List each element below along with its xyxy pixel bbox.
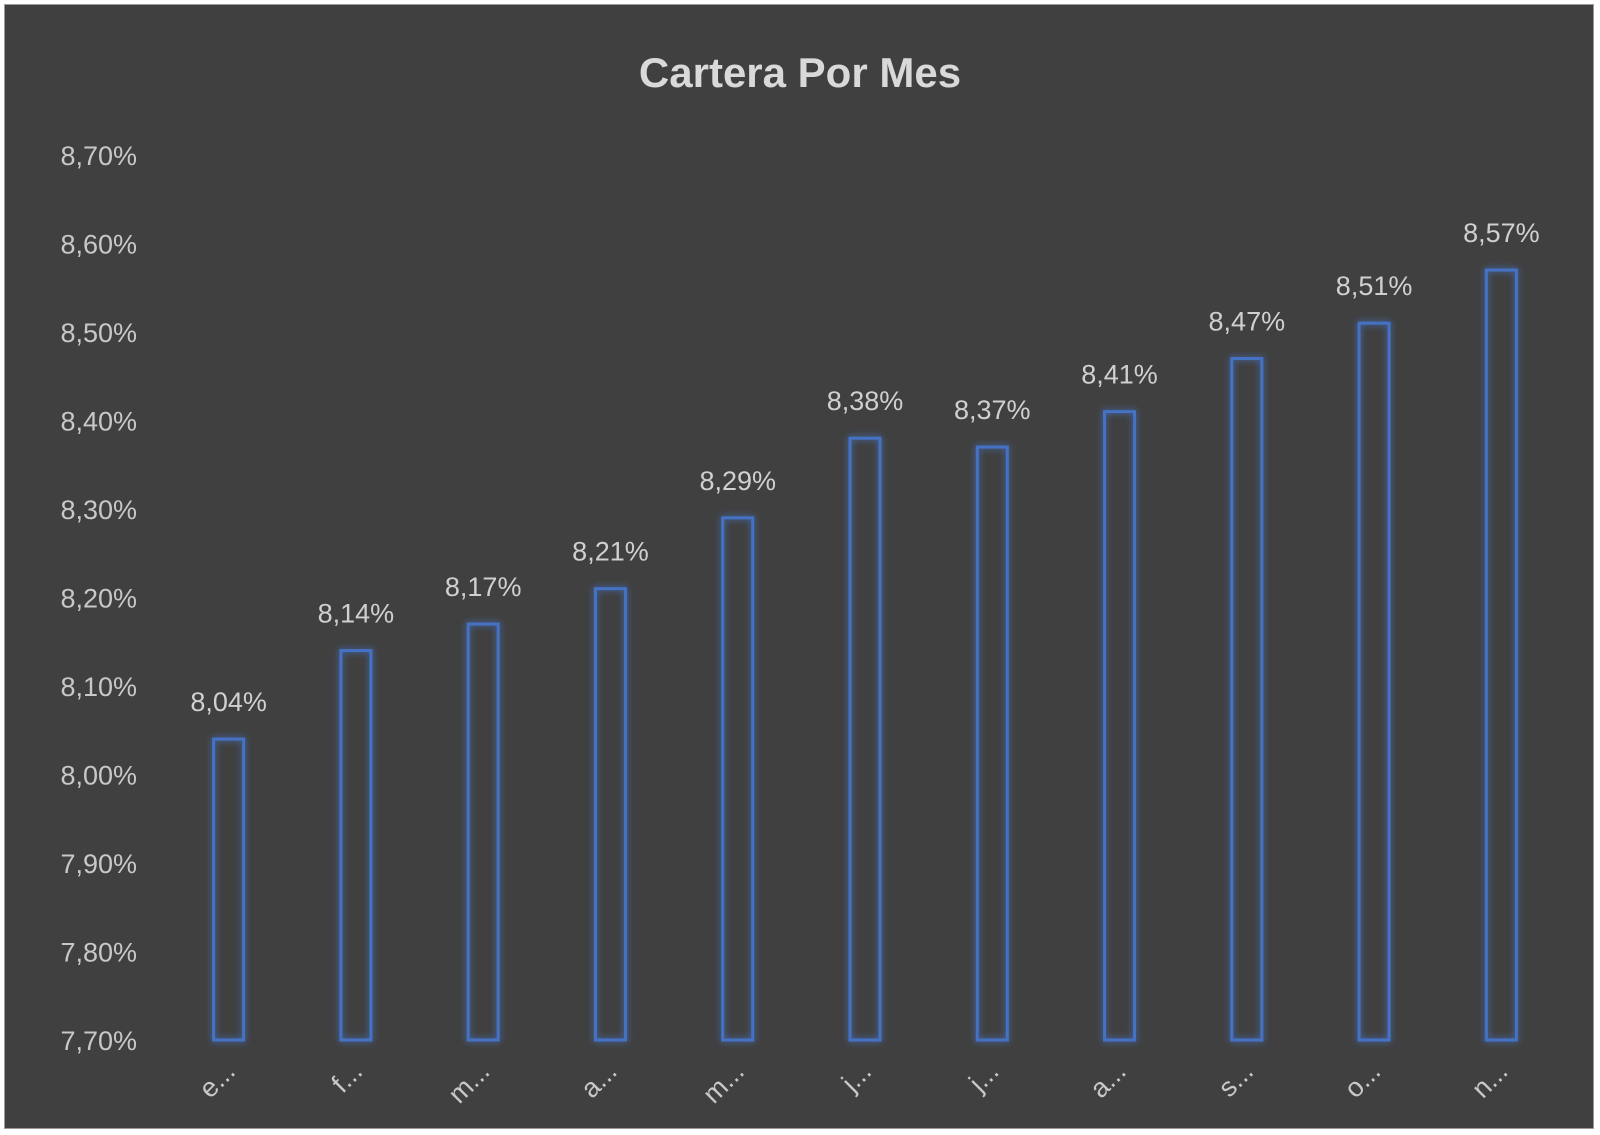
x-tick-label: s...: [1212, 1056, 1259, 1103]
y-tick-label: 8,70%: [60, 141, 137, 171]
y-tick-label: 8,50%: [60, 318, 137, 348]
bar-chart: Cartera Por Mes 7,70% 7,80% 7,90% 8,00% 8,10…: [60, 49, 1539, 1109]
x-tick-label: f...: [326, 1056, 368, 1098]
y-tick-label: 8,40%: [60, 407, 137, 437]
data-label: 8,14%: [318, 599, 395, 629]
data-label: 8,51%: [1336, 271, 1413, 301]
x-tick-label: a...: [1084, 1056, 1132, 1104]
x-tick-label: o...: [1339, 1056, 1387, 1104]
data-label: 8,41%: [1081, 360, 1158, 390]
bar: [1230, 357, 1264, 1042]
y-tick-label: 7,70%: [60, 1026, 137, 1056]
bar: [721, 516, 755, 1042]
data-label: 8,47%: [1209, 307, 1286, 337]
y-tick-label: 8,20%: [60, 584, 137, 614]
bar: [212, 737, 246, 1042]
bar: [975, 445, 1009, 1042]
x-tick-label: a...: [575, 1056, 623, 1104]
x-tick-label: m...: [442, 1056, 495, 1109]
data-label: 8,57%: [1463, 218, 1540, 248]
data-label: 8,21%: [572, 537, 649, 567]
x-tick-label: j...: [835, 1056, 877, 1098]
bar: [593, 587, 627, 1042]
data-label: 8,37%: [954, 395, 1031, 425]
y-tick-label: 8,10%: [60, 672, 137, 702]
y-tick-label: 8,30%: [60, 495, 137, 525]
y-tick-label: 7,90%: [60, 849, 137, 879]
chart-title: Cartera Por Mes: [639, 49, 961, 96]
data-label: 8,04%: [190, 687, 267, 717]
bar: [466, 622, 500, 1042]
bar: [848, 436, 882, 1042]
data-label: 8,29%: [699, 466, 776, 496]
x-tick-label: e...: [193, 1056, 241, 1104]
y-tick-label: 8,00%: [60, 761, 137, 791]
y-tick-label: 8,60%: [60, 230, 137, 260]
y-axis: 7,70% 7,80% 7,90% 8,00% 8,10% 8,20% 8,30% 8,40%…: [60, 141, 137, 1056]
x-tick-label: n...: [1466, 1056, 1514, 1104]
x-tick-label: m...: [697, 1056, 750, 1109]
chart-container: Cartera Por Mes 7,70% 7,80% 7,90% 8,00% 8,10…: [4, 4, 1594, 1129]
data-label: 8,38%: [827, 386, 904, 416]
bar: [1357, 321, 1391, 1042]
bar: [339, 649, 373, 1042]
bars-group: [212, 268, 1518, 1042]
y-tick-label: 7,80%: [60, 938, 137, 968]
x-axis: e... f... m... a... m... j... j... a... s... o...…: [193, 1056, 1513, 1109]
data-labels-group: 8,04% 8,14% 8,17% 8,21% 8,29% 8,38% 8,37% 8,41%…: [190, 218, 1539, 717]
bar: [1103, 410, 1137, 1042]
x-tick-label: j...: [962, 1056, 1004, 1098]
bar: [1484, 268, 1518, 1042]
data-label: 8,17%: [445, 572, 522, 602]
